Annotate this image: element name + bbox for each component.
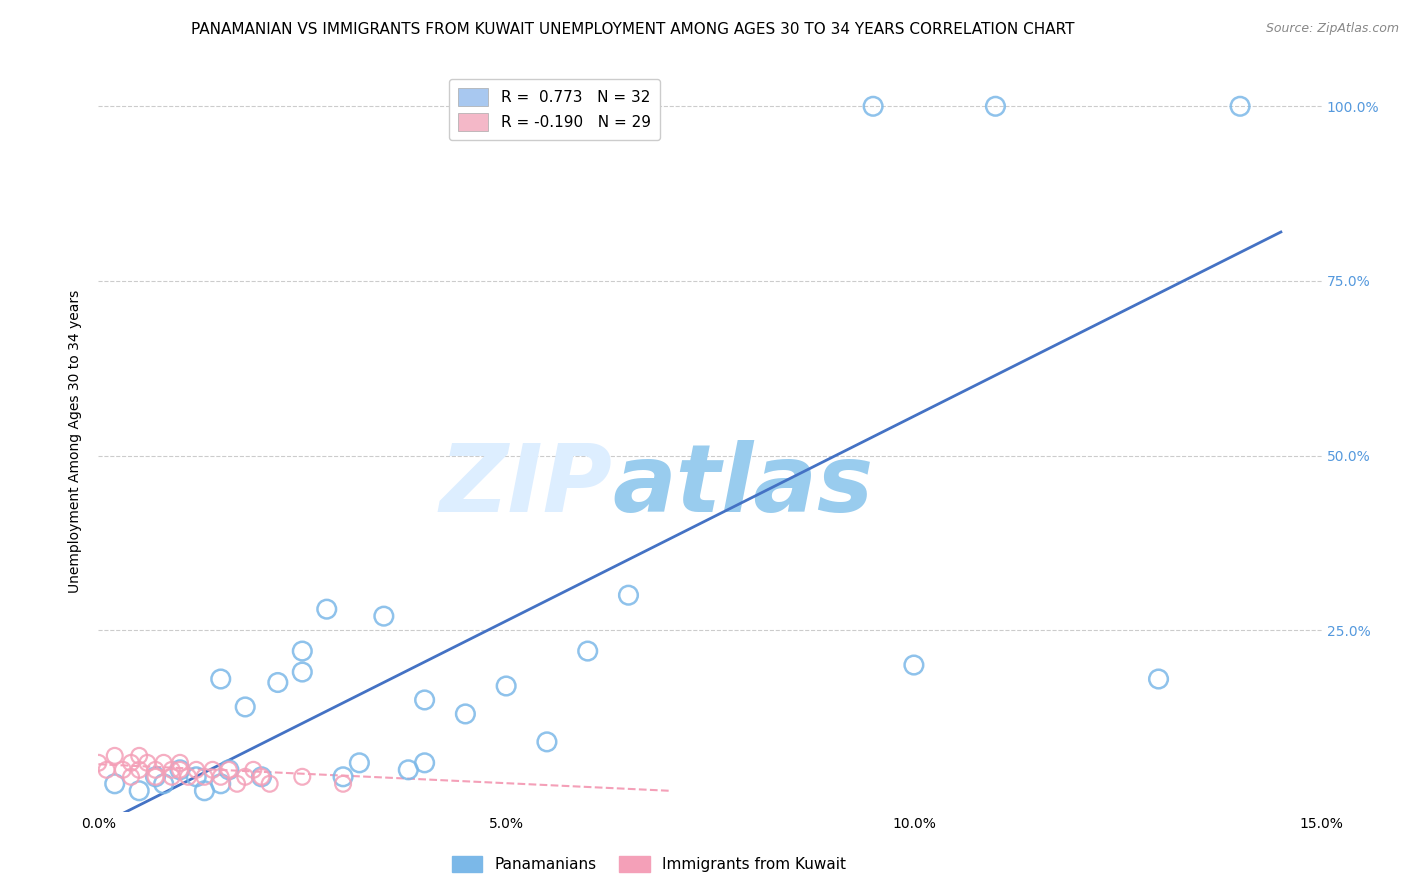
Point <box>349 756 371 770</box>
Legend: Panamanians, Immigrants from Kuwait: Panamanians, Immigrants from Kuwait <box>446 850 852 878</box>
Point <box>136 756 159 770</box>
Point <box>1229 99 1251 113</box>
Point <box>209 672 232 686</box>
Point <box>291 665 314 679</box>
Point <box>536 735 558 749</box>
Point <box>169 763 191 777</box>
Point <box>87 756 110 770</box>
Point <box>413 693 436 707</box>
Point <box>903 658 925 673</box>
Point <box>495 679 517 693</box>
Point <box>128 763 150 777</box>
Point <box>454 706 477 721</box>
Point <box>242 763 264 777</box>
Point <box>145 763 167 777</box>
Y-axis label: Unemployment Among Ages 30 to 34 years: Unemployment Among Ages 30 to 34 years <box>69 290 83 593</box>
Point <box>169 763 191 777</box>
Point <box>193 784 215 798</box>
Text: atlas: atlas <box>612 440 873 532</box>
Point <box>152 777 174 791</box>
Point <box>332 770 354 784</box>
Point <box>250 770 273 784</box>
Point <box>96 763 118 777</box>
Point <box>193 770 215 784</box>
Point <box>373 609 395 624</box>
Point <box>209 770 232 784</box>
Point <box>145 770 167 784</box>
Point <box>332 777 354 791</box>
Text: Source: ZipAtlas.com: Source: ZipAtlas.com <box>1265 22 1399 36</box>
Point <box>152 756 174 770</box>
Point <box>862 99 884 113</box>
Point <box>291 770 314 784</box>
Point <box>226 777 249 791</box>
Point <box>267 675 290 690</box>
Point <box>413 756 436 770</box>
Point <box>315 602 337 616</box>
Text: ZIP: ZIP <box>439 440 612 532</box>
Point <box>396 763 419 777</box>
Point <box>160 770 183 784</box>
Point <box>218 763 240 777</box>
Point <box>259 777 281 791</box>
Point <box>291 644 314 658</box>
Point <box>201 763 224 777</box>
Point <box>218 763 240 777</box>
Point <box>233 770 256 784</box>
Point <box>145 770 167 784</box>
Point <box>186 770 208 784</box>
Point <box>128 748 150 763</box>
Point <box>120 770 142 784</box>
Point <box>617 588 640 602</box>
Point <box>169 756 191 770</box>
Point <box>984 99 1007 113</box>
Point <box>104 777 127 791</box>
Text: PANAMANIAN VS IMMIGRANTS FROM KUWAIT UNEMPLOYMENT AMONG AGES 30 TO 34 YEARS CORR: PANAMANIAN VS IMMIGRANTS FROM KUWAIT UNE… <box>191 22 1074 37</box>
Point <box>111 763 134 777</box>
Point <box>160 763 183 777</box>
Point <box>576 644 599 658</box>
Point <box>209 777 232 791</box>
Point <box>186 763 208 777</box>
Point <box>128 784 150 798</box>
Point <box>104 748 127 763</box>
Point <box>1147 672 1170 686</box>
Point <box>120 756 142 770</box>
Point <box>250 770 273 784</box>
Point <box>233 700 256 714</box>
Point <box>177 770 200 784</box>
